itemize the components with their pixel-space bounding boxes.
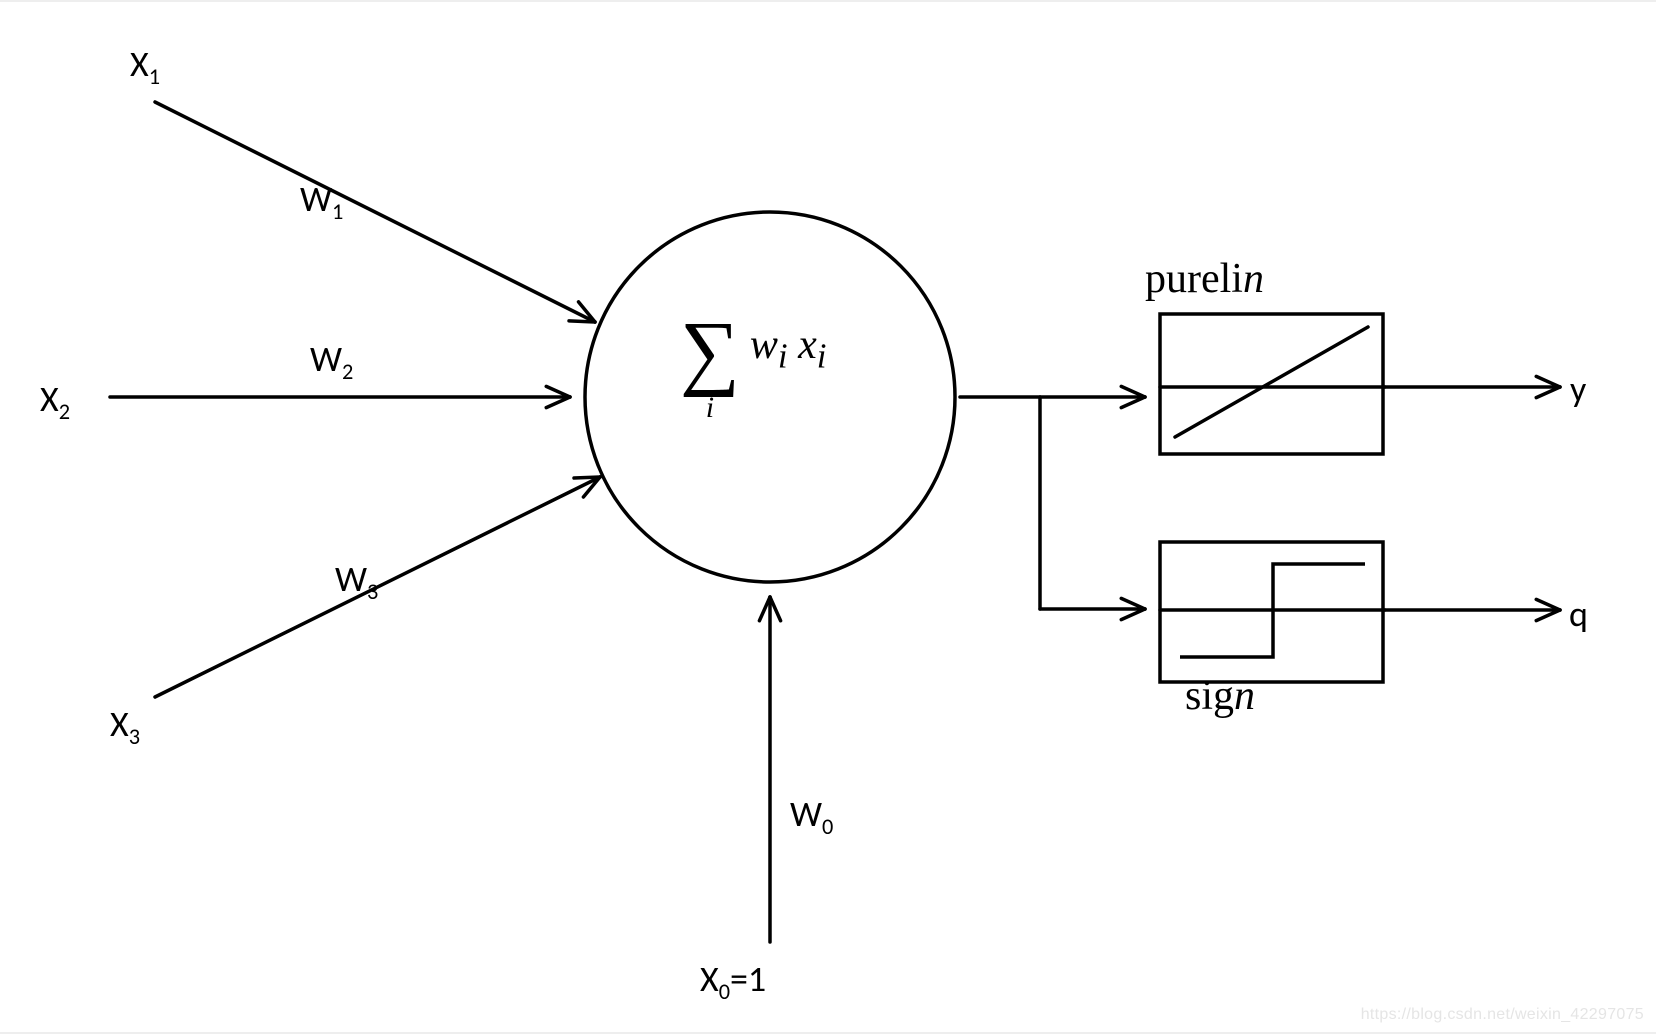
label-x1: X1: [130, 42, 160, 90]
label-x0: X0=1: [700, 957, 766, 1005]
diagram-svg: [0, 2, 1656, 1032]
label-x2: X2: [40, 377, 70, 425]
diagram-canvas: X1 X2 X3 X0=1 W1 W2 W3 W0 y q purelin si…: [0, 0, 1656, 1034]
sum-formula: ∑ i wi xi: [680, 312, 821, 422]
label-w2: W2: [310, 337, 353, 385]
label-q: q: [1569, 592, 1588, 636]
label-x3: X3: [110, 702, 140, 750]
label-w0: W0: [790, 792, 833, 840]
label-sign: sign: [1185, 672, 1255, 720]
label-w3: W3: [335, 557, 378, 605]
label-purelin: purelin: [1145, 255, 1264, 303]
label-w1: W1: [300, 177, 343, 225]
watermark: https://blog.csdn.net/weixin_42297075: [1361, 1006, 1644, 1024]
label-y: y: [1570, 367, 1586, 411]
